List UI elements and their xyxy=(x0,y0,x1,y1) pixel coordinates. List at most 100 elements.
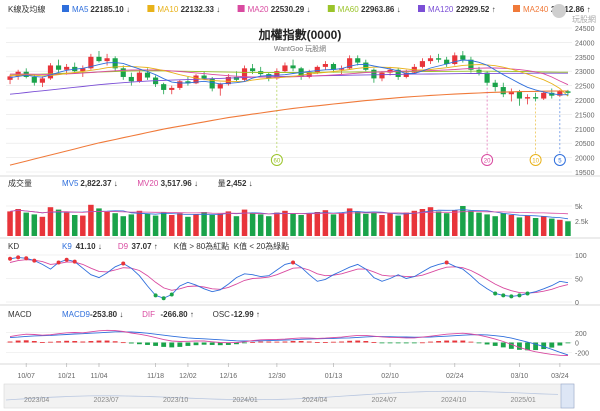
candle-body xyxy=(395,69,401,77)
candle-body xyxy=(322,64,328,67)
legend-value: 22312.86 ↑ xyxy=(551,5,591,14)
osc-bar xyxy=(549,342,555,348)
volume-bar xyxy=(104,212,110,236)
price-panel: 60 20 10 5 xyxy=(7,51,571,166)
volume-bar xyxy=(403,212,409,236)
kd-overbought-dot xyxy=(121,261,126,266)
osc-bar xyxy=(500,342,506,348)
kd-oversold-dot xyxy=(501,293,506,298)
osc-bar xyxy=(15,340,21,343)
kd-overbought-dot xyxy=(16,255,21,260)
osc-bar xyxy=(104,340,110,343)
marker-label: 20 xyxy=(484,159,491,165)
legend-swatch xyxy=(513,5,520,12)
volume-bar xyxy=(427,207,434,236)
navigator-label: 2024/10 xyxy=(441,397,466,404)
volume-bar xyxy=(88,204,94,236)
osc-bar xyxy=(379,342,385,344)
osc-bar xyxy=(88,341,94,343)
osc-bar xyxy=(395,342,401,344)
volume-bar xyxy=(549,218,555,236)
candle-body xyxy=(290,65,296,69)
osc-bar xyxy=(460,340,466,343)
macd-tick-label: 200 xyxy=(575,331,587,338)
legend-value: 2,452 ↓ xyxy=(226,179,252,188)
legend-name: MA10 xyxy=(157,5,178,14)
osc-bar xyxy=(419,342,425,344)
ma5-line xyxy=(9,59,569,96)
candle-body xyxy=(541,92,547,99)
osc-bar xyxy=(557,342,563,346)
kd-overbought-dot xyxy=(291,260,296,265)
volume-bar xyxy=(47,207,54,236)
candle-body xyxy=(209,78,215,89)
price-tick-label: 19500 xyxy=(575,170,595,177)
price-tick-label: 22500 xyxy=(575,84,595,91)
osc-bar xyxy=(290,341,296,343)
candle-body xyxy=(144,72,151,78)
candle-body xyxy=(96,56,102,62)
candle-body xyxy=(161,84,167,90)
candle-body xyxy=(88,56,94,69)
volume-bar xyxy=(322,210,329,236)
osc-bar xyxy=(363,341,369,343)
osc-bar xyxy=(128,342,134,344)
marker-circle xyxy=(529,154,542,166)
chart-subtitle: WantGoo 玩股網 xyxy=(274,44,326,53)
candle-body xyxy=(250,68,256,72)
osc-bar xyxy=(217,342,223,346)
candle-body xyxy=(266,74,272,79)
marker-label: 60 xyxy=(274,159,281,165)
volume-bar xyxy=(354,211,361,236)
volume-bar xyxy=(298,215,304,236)
legend-value: 3,517.96 ↓ xyxy=(161,179,198,188)
chart-title: 加權指數(0000) xyxy=(258,27,342,42)
volume-bar xyxy=(55,209,62,236)
mv20-line xyxy=(9,209,569,215)
osc-bar xyxy=(371,342,377,343)
volume-bar xyxy=(314,212,321,236)
candle-body xyxy=(516,91,523,99)
osc-bar xyxy=(201,342,207,345)
volume-bar xyxy=(306,213,312,236)
mv5-line xyxy=(9,209,569,220)
candle-body xyxy=(444,59,450,64)
osc-bar xyxy=(436,341,442,343)
volume-panel xyxy=(7,204,571,236)
volume-bar xyxy=(330,214,337,236)
legend-name: K9 xyxy=(62,242,72,251)
macd-tick-label: 0 xyxy=(575,341,579,348)
osc-bar xyxy=(387,342,393,344)
volume-bar xyxy=(31,214,38,236)
osc-bar xyxy=(484,342,490,345)
kd-oversold-dot xyxy=(525,291,530,296)
volume-bar xyxy=(128,214,135,236)
legend-value: 22132.33 ↓ xyxy=(181,5,221,14)
navigator-panel[interactable]: 2023/04 2023/07 2023/10 2024/01 2024/04 2024/… xyxy=(3,383,575,409)
osc-bar xyxy=(48,341,53,343)
legend-name: MA240 xyxy=(523,5,549,14)
legend-value: 2,822.37 ↓ xyxy=(80,179,117,188)
osc-bar xyxy=(177,342,183,347)
legend-name: MACD9 xyxy=(62,310,91,319)
candle-body xyxy=(47,65,54,79)
navigator-handle[interactable] xyxy=(560,383,575,409)
kd-overbought-dot xyxy=(24,256,29,261)
volume-bar xyxy=(193,214,199,236)
volume-bar xyxy=(160,212,167,236)
candle-body xyxy=(241,68,248,80)
candle-body xyxy=(565,91,571,93)
candle-body xyxy=(282,65,288,72)
macd-panel-label: MACD xyxy=(8,310,32,319)
osc-bar xyxy=(428,341,433,343)
candle-body xyxy=(371,69,377,79)
x-tick-label: 12/30 xyxy=(268,373,286,380)
osc-bar xyxy=(298,341,304,343)
osc-bar xyxy=(64,340,70,343)
legend-name: OSC xyxy=(213,310,231,319)
legend-name: MA20 xyxy=(248,5,269,14)
osc-bar xyxy=(56,341,61,343)
volume-bar xyxy=(346,208,353,236)
ma10-line xyxy=(9,64,569,97)
